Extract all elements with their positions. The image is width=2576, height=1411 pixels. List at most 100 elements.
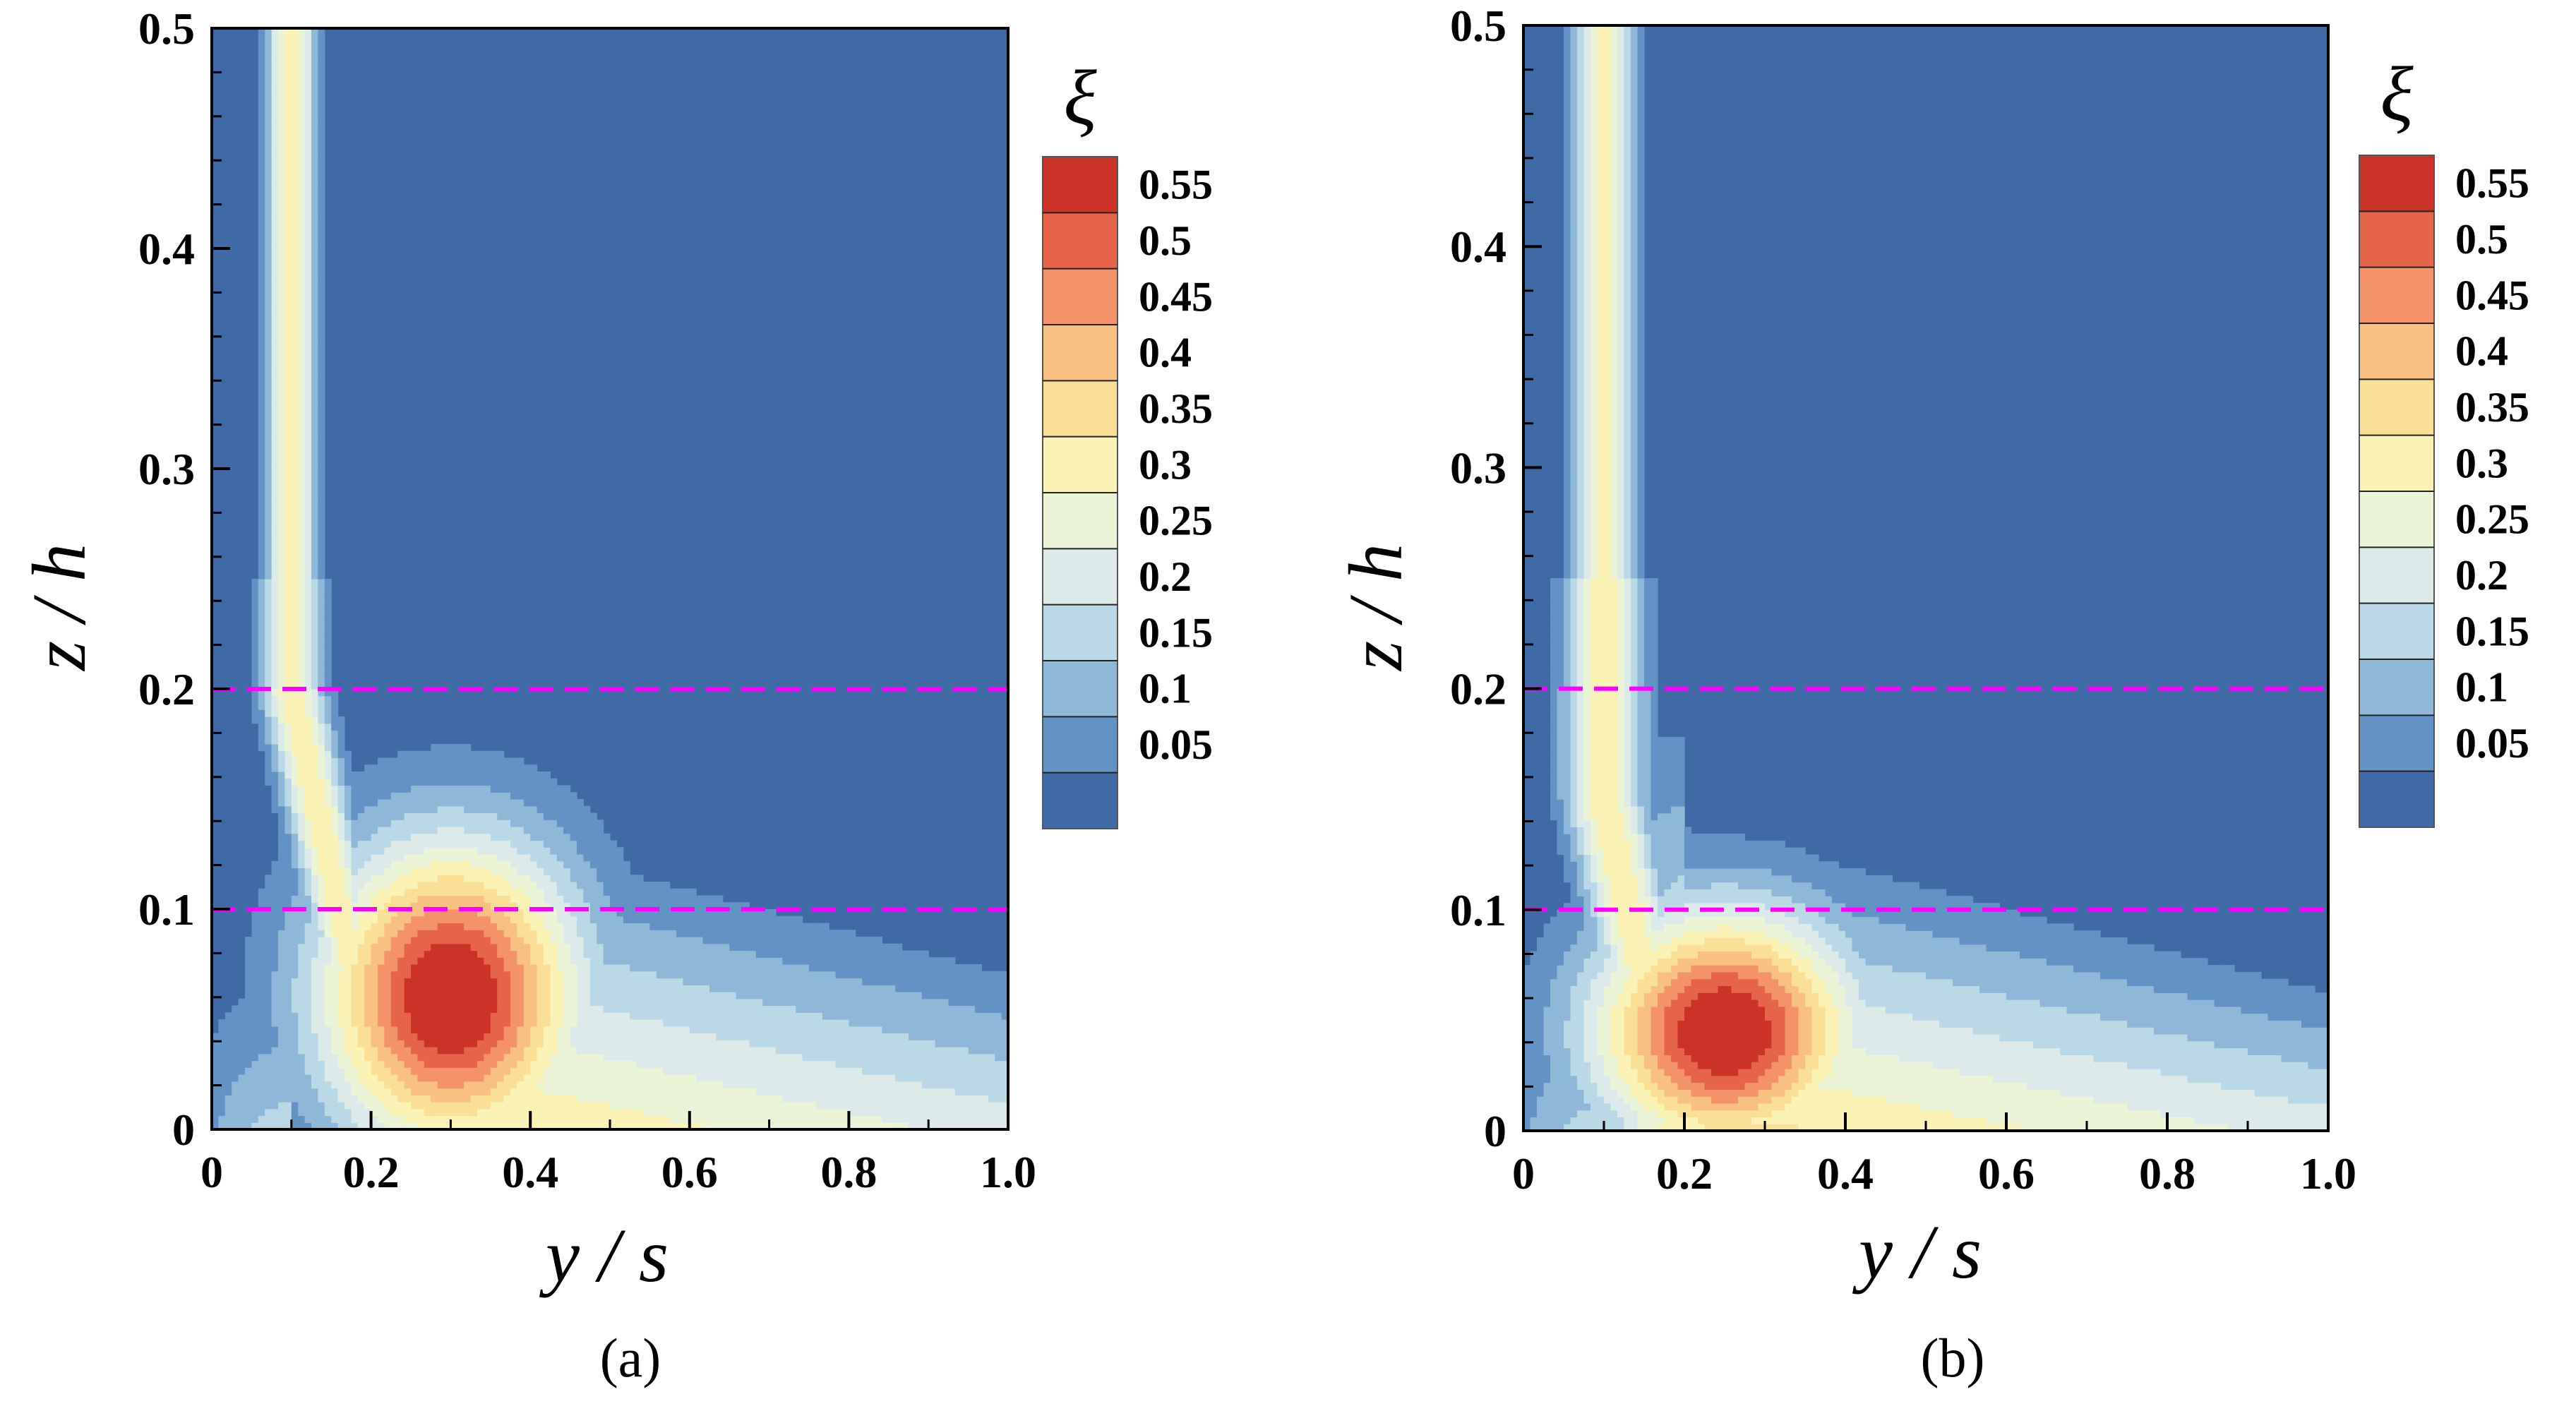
contour-cell bbox=[311, 565, 318, 572]
contour-cell bbox=[716, 971, 724, 979]
contour-cell bbox=[265, 985, 272, 992]
contour-cell bbox=[537, 1088, 544, 1095]
contour-cell bbox=[291, 1074, 299, 1082]
contour-cell bbox=[477, 902, 484, 910]
contour-cell bbox=[563, 1047, 571, 1055]
contour-cell bbox=[258, 613, 265, 621]
contour-cell bbox=[437, 978, 445, 985]
contour-cell bbox=[523, 867, 531, 875]
contour-cell bbox=[284, 812, 292, 820]
contour-cell bbox=[464, 1033, 472, 1040]
contour-cell bbox=[523, 833, 531, 841]
contour-cell bbox=[537, 1005, 544, 1013]
contour-cell bbox=[676, 950, 683, 958]
contour-cell bbox=[384, 950, 392, 958]
contour-cell bbox=[623, 1088, 630, 1095]
contour-cell bbox=[238, 1026, 246, 1034]
contour-cell bbox=[245, 1088, 252, 1095]
contour-cell bbox=[311, 923, 318, 930]
contour-cell bbox=[616, 854, 624, 862]
contour-cell bbox=[258, 379, 265, 387]
contour-cell bbox=[278, 544, 285, 552]
contour-cell bbox=[431, 1005, 438, 1013]
contour-cell bbox=[589, 957, 597, 965]
contour-cell bbox=[258, 572, 265, 580]
contour-cell bbox=[324, 1074, 332, 1082]
contour-cell bbox=[484, 1122, 491, 1129]
contour-cell bbox=[278, 998, 285, 1007]
contour-cell bbox=[304, 317, 312, 325]
contour-cell bbox=[729, 930, 737, 937]
contour-cell bbox=[271, 152, 279, 160]
contour-cell bbox=[371, 785, 378, 793]
contour-cell bbox=[437, 757, 445, 765]
contour-cell bbox=[464, 1040, 472, 1047]
contour-cell bbox=[530, 1026, 538, 1034]
contour-cell bbox=[676, 985, 683, 992]
contour-cell bbox=[265, 214, 272, 222]
contour-cell bbox=[245, 1047, 252, 1055]
contour-cell bbox=[669, 888, 677, 896]
contour-cell bbox=[729, 1033, 737, 1040]
contour-cell bbox=[265, 895, 272, 903]
contour-cell bbox=[683, 1122, 690, 1129]
contour-cell bbox=[484, 812, 491, 820]
contour-cell bbox=[232, 1012, 239, 1020]
contour-cell bbox=[271, 475, 279, 484]
contour-cell bbox=[278, 537, 285, 545]
contour-cell bbox=[517, 1088, 525, 1095]
contour-cell bbox=[318, 757, 325, 765]
contour-cell bbox=[497, 1019, 505, 1027]
contour-cell bbox=[291, 90, 299, 98]
contour-cell bbox=[649, 902, 657, 910]
contour-cell bbox=[271, 392, 279, 401]
contour-cell bbox=[291, 882, 299, 889]
contour-cell bbox=[457, 1102, 465, 1110]
contour-cell bbox=[265, 255, 272, 263]
contour-cell bbox=[570, 1033, 577, 1040]
contour-cell bbox=[563, 854, 571, 862]
contour-cell bbox=[570, 930, 577, 937]
contour-cell bbox=[490, 1040, 498, 1047]
contour-cell bbox=[324, 750, 332, 759]
contour-cell bbox=[537, 915, 544, 924]
contour-cell bbox=[337, 882, 345, 889]
contour-cell bbox=[304, 131, 312, 139]
contour-cell bbox=[324, 1026, 332, 1034]
contour-cell bbox=[337, 1088, 345, 1095]
contour-cell bbox=[397, 1019, 405, 1027]
contour-cell bbox=[265, 344, 272, 352]
contour-cell bbox=[450, 1074, 458, 1082]
contour-cell bbox=[318, 799, 325, 807]
contour-cell bbox=[311, 854, 318, 862]
contour-cell bbox=[278, 248, 285, 256]
contour-cell bbox=[311, 207, 318, 215]
contour-cell bbox=[318, 592, 325, 600]
contour-cell bbox=[271, 860, 279, 869]
contour-cell bbox=[265, 764, 272, 772]
contour-cell bbox=[755, 1012, 763, 1020]
contour-cell bbox=[743, 1067, 750, 1075]
contour-cell bbox=[709, 1033, 717, 1040]
contour-cell bbox=[351, 827, 359, 834]
contour-cell bbox=[497, 923, 505, 930]
contour-cell bbox=[265, 234, 272, 242]
contour-cell bbox=[351, 778, 359, 786]
contour-cell bbox=[337, 915, 345, 924]
contour-cell bbox=[743, 1005, 750, 1013]
contour-cell bbox=[278, 1040, 285, 1047]
contour-cell bbox=[789, 1019, 796, 1027]
contour-cell bbox=[484, 964, 491, 972]
contour-cell bbox=[457, 1040, 465, 1047]
contour-cell bbox=[364, 1115, 372, 1123]
contour-cell bbox=[497, 902, 505, 910]
contour-cell bbox=[782, 971, 790, 979]
contour-cell bbox=[271, 764, 279, 772]
contour-cell bbox=[736, 915, 743, 924]
contour-cell bbox=[378, 1060, 385, 1068]
contour-cell bbox=[278, 867, 285, 875]
contour-cell bbox=[656, 998, 664, 1007]
contour-cell bbox=[537, 1026, 544, 1034]
contour-cell bbox=[311, 599, 318, 607]
contour-cell bbox=[271, 1122, 279, 1129]
